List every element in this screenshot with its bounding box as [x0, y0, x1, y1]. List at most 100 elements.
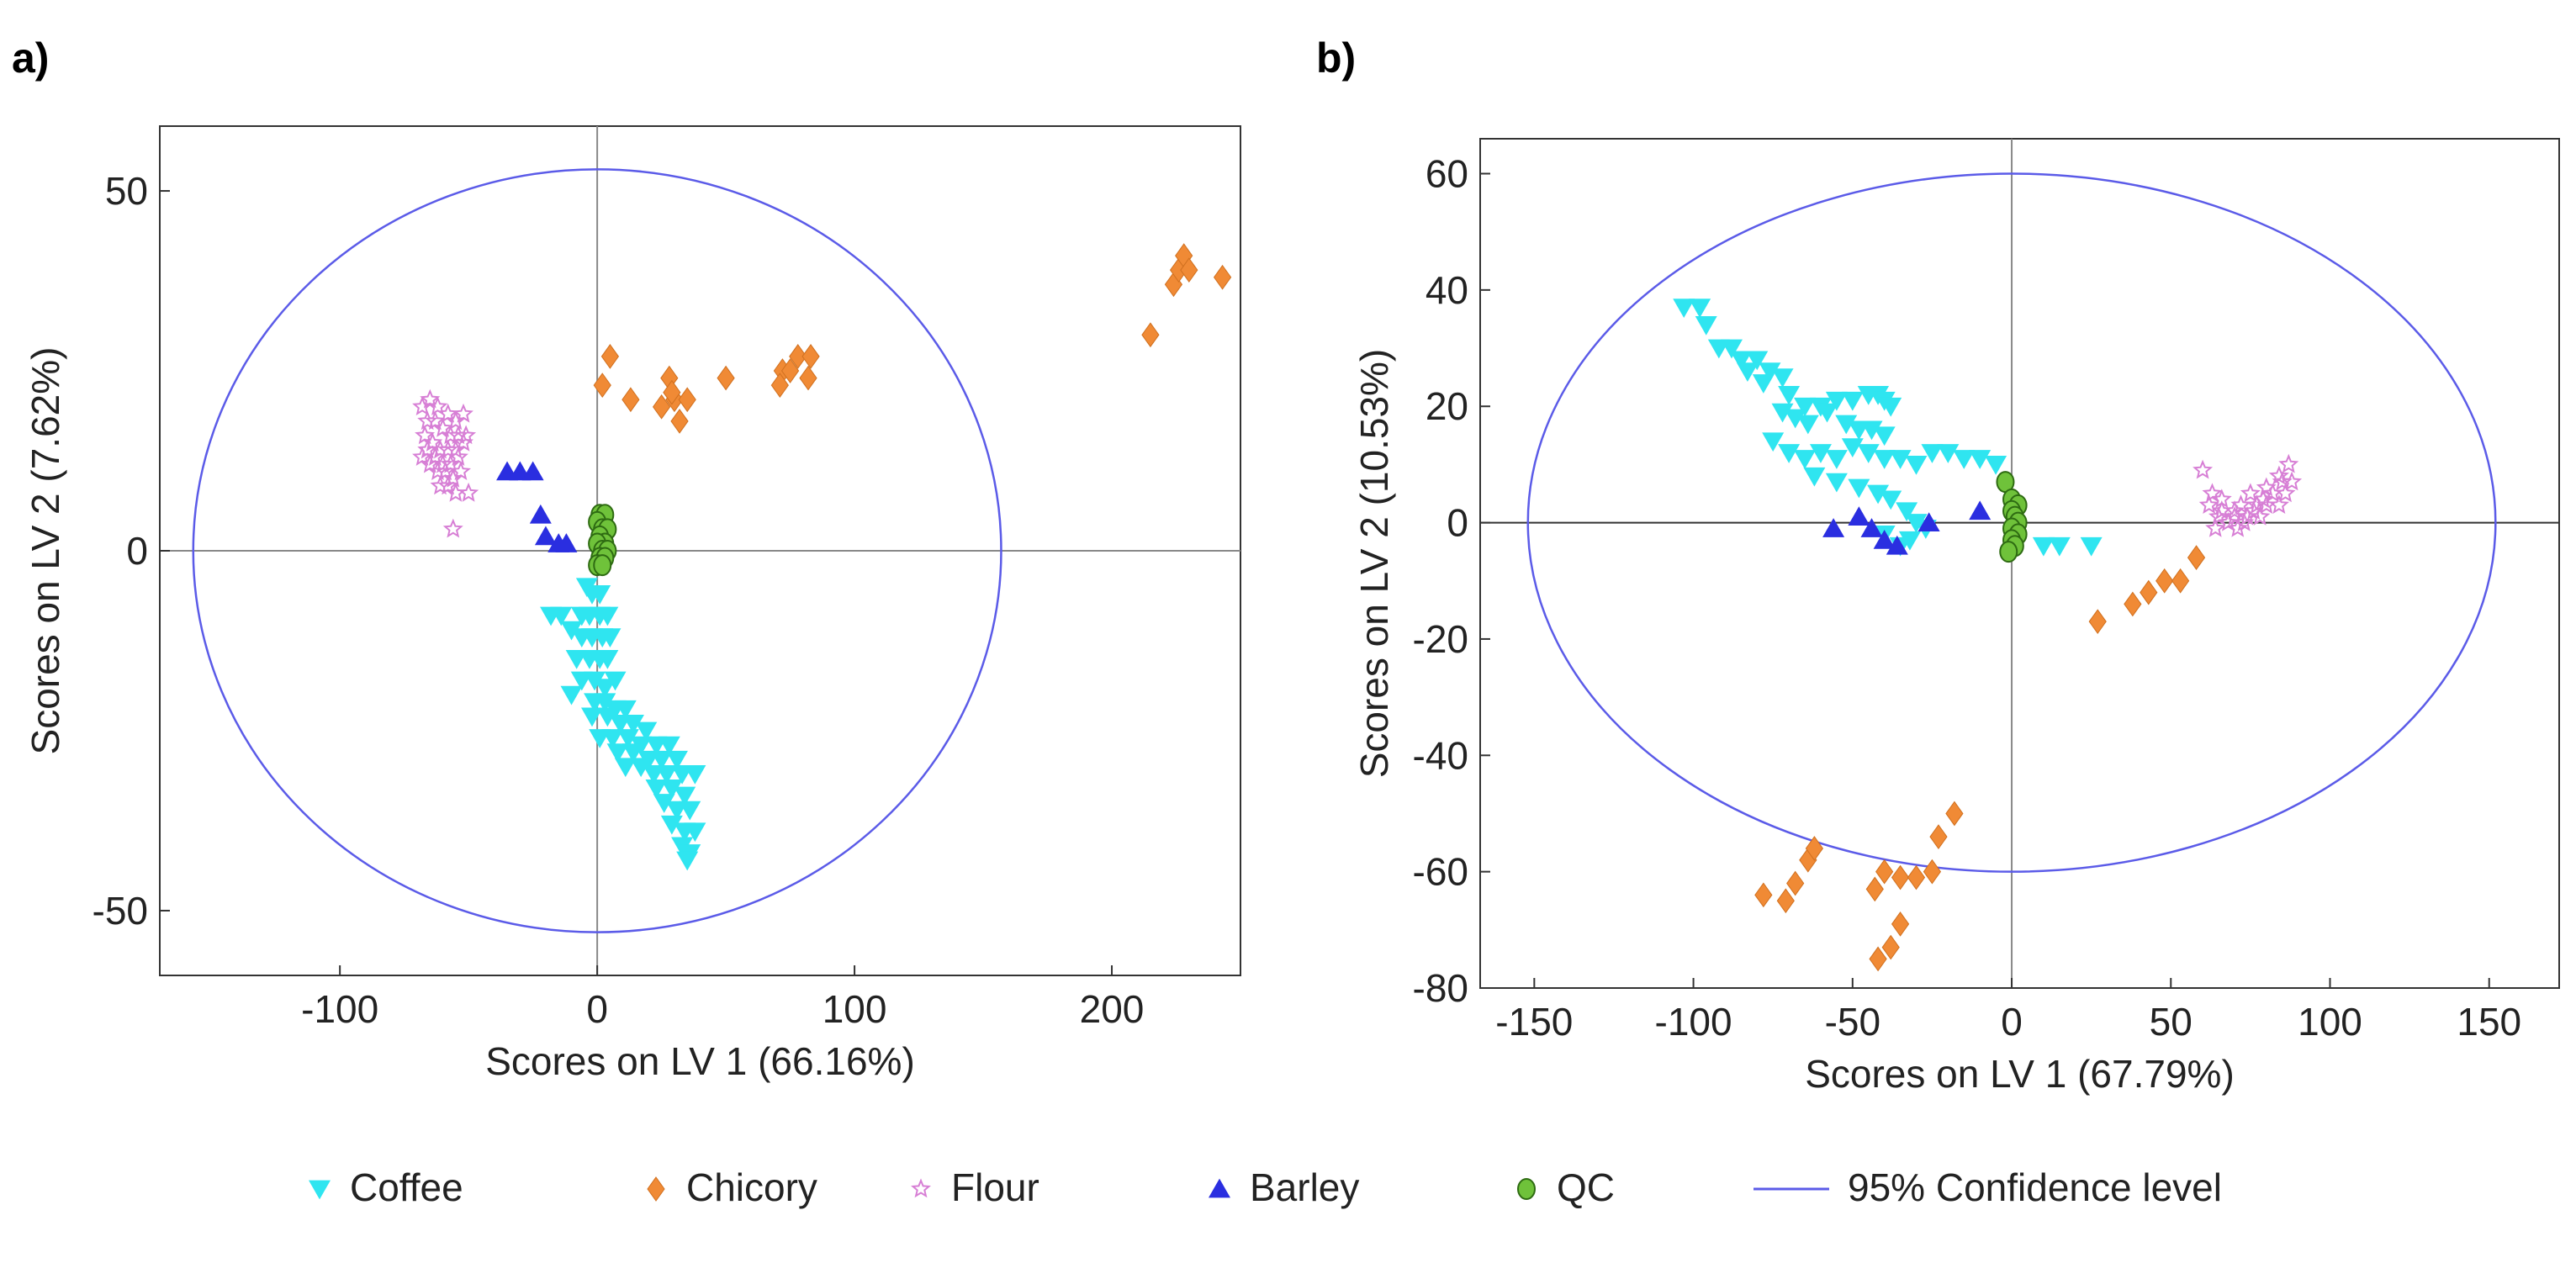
point-chicory: [1865, 876, 1884, 902]
point-chicory: [678, 387, 696, 413]
point-barley: [1848, 506, 1870, 526]
point-chicory: [1923, 859, 1942, 885]
chart-b: -150 -100 -50 0 50 100 150 -80 -60 -40 -20 0 20 40 60 S…: [1352, 138, 2560, 1096]
point-coffee: [1841, 438, 1864, 457]
point-coffee: [1730, 351, 1753, 371]
point-coffee: [596, 707, 619, 727]
series-flour-a: [412, 388, 479, 538]
series-flour-b: [2193, 453, 2303, 537]
x-tick-label-a: 0: [586, 987, 608, 1031]
point-chicory: [1180, 257, 1198, 283]
legend-item-flour: Flour: [911, 1165, 1039, 1209]
y-tick-label-b: 40: [1426, 268, 1468, 312]
point-coffee: [1905, 514, 1928, 533]
x-tick-label-b: 0: [2001, 1000, 2023, 1044]
point-flour: [2268, 465, 2290, 485]
point-coffee: [560, 685, 583, 705]
point-coffee: [645, 779, 668, 799]
point-coffee: [655, 764, 678, 785]
point-coffee: [1816, 403, 1838, 423]
point-coffee: [630, 758, 653, 778]
point-coffee: [1873, 450, 1896, 469]
point-coffee: [1720, 339, 1743, 359]
point-flour: [2202, 483, 2223, 503]
x-tick-label-b: -150: [1495, 1000, 1573, 1044]
point-flour: [447, 447, 468, 466]
point-coffee: [1762, 432, 1785, 452]
y-tick-label-b: 20: [1426, 384, 1468, 428]
legend-circle-icon: [1517, 1178, 1536, 1200]
plot-area-b: [1479, 138, 2560, 989]
point-flour: [2208, 506, 2230, 526]
point-coffee: [1835, 415, 1858, 435]
legend-item-chicory: Chicory: [647, 1165, 817, 1209]
point-chicory: [1881, 934, 1900, 960]
legend-item-barley: Barley: [1209, 1165, 1359, 1209]
point-flour: [453, 431, 473, 452]
point-flour: [2198, 494, 2219, 515]
legend-diamond-icon: [647, 1176, 665, 1202]
point-chicory: [2187, 545, 2206, 570]
legend-label: Coffee: [350, 1165, 463, 1209]
point-coffee: [676, 851, 699, 871]
point-barley: [1822, 518, 1845, 537]
y-tick-label-b: -40: [1413, 733, 1468, 777]
point-chicory: [1213, 264, 1232, 290]
point-coffee: [684, 764, 706, 785]
point-coffee: [1873, 426, 1896, 447]
legend-label: Chicory: [686, 1165, 817, 1209]
point-coffee: [1695, 315, 1717, 336]
point-barley: [1917, 512, 1940, 531]
point-coffee: [596, 649, 619, 669]
point-chicory: [1141, 322, 1160, 348]
point-chicory: [780, 358, 800, 383]
y-tick-label-b: 0: [1447, 501, 1468, 545]
x-tick-label-a: -100: [301, 987, 378, 1031]
x-axis-title-b: Scores on LV 1 (67.79%): [1805, 1052, 2235, 1096]
series-qc-b: [1996, 471, 2028, 563]
series-barley-b: [1822, 500, 1992, 555]
point-coffee: [614, 758, 637, 778]
point-coffee: [1794, 450, 1817, 469]
point-coffee: [660, 815, 683, 835]
point-coffee: [1896, 502, 1918, 522]
x-tick-label-b: -100: [1655, 1000, 1732, 1044]
legend-item-coffee: Coffee: [309, 1165, 463, 1209]
point-chicory: [1929, 824, 1948, 849]
y-tick-label-a: 50: [105, 169, 148, 213]
point-chicory: [1891, 864, 1910, 890]
point-coffee: [622, 715, 644, 734]
point-chicory: [1869, 946, 1887, 972]
point-chicory: [652, 394, 671, 420]
point-coffee: [1905, 455, 1928, 475]
point-coffee: [2048, 536, 2071, 557]
panel-b-label: b): [1316, 34, 1356, 82]
series-chicory-a: [593, 243, 1232, 434]
point-coffee: [1778, 444, 1801, 463]
point-chicory: [1754, 882, 1773, 908]
point-flour: [412, 396, 433, 416]
x-tick-label-b: -50: [1825, 1000, 1880, 1044]
point-chicory: [789, 344, 807, 369]
point-coffee: [653, 794, 675, 813]
point-chicory: [1891, 912, 1910, 937]
point-coffee: [1803, 467, 1826, 487]
point-chicory: [593, 373, 611, 398]
y-tick-label-a: -50: [93, 889, 148, 933]
y-tick-label-b: -80: [1413, 966, 1468, 1010]
y-axis-title-b: Scores on LV 2 (10.53%): [1352, 349, 1396, 779]
legend-triangle-down-icon: [309, 1180, 331, 1200]
point-coffee: [550, 606, 573, 626]
point-chicory: [663, 379, 681, 405]
point-coffee: [560, 621, 583, 641]
point-coffee: [1752, 374, 1775, 394]
point-coffee: [1796, 415, 1819, 435]
legend-label: Barley: [1250, 1165, 1359, 1209]
point-coffee: [674, 786, 696, 806]
point-qc: [1999, 541, 2018, 563]
point-flour: [445, 482, 466, 502]
x-tick-label-a: 100: [823, 987, 887, 1031]
x-tick-label-b: 150: [2457, 1000, 2521, 1044]
point-coffee: [1880, 397, 1902, 417]
point-coffee: [594, 693, 616, 713]
